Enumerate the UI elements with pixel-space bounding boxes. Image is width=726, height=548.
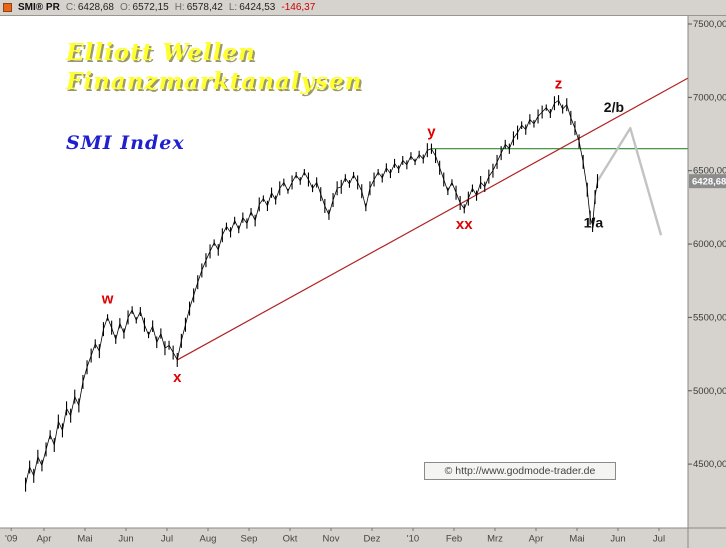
month-tick-label: Dez [364, 534, 381, 545]
price-tick-label: 7500,00 [693, 19, 726, 30]
open-value: 6572,15 [132, 2, 169, 13]
high-field: H: 6578,42 [175, 2, 223, 13]
month-tick-label: Nov [323, 534, 340, 545]
month-tick-label: Jul [653, 534, 665, 545]
high-value: 6578,42 [186, 2, 223, 13]
month-tick-label: '09 [5, 534, 17, 545]
month-tick-label: Mrz [487, 534, 503, 545]
month-tick-label: Mai [569, 534, 584, 545]
close-value: 6428,68 [77, 2, 114, 13]
price-tick-label: 6500,00 [693, 166, 726, 177]
copyright-box: © http://www.godmode-trader.de [424, 462, 616, 480]
month-tick-label: Aug [200, 534, 217, 545]
wave-annotations: w x y xx z 2/b 1/a [101, 75, 624, 386]
wave-label-w: w [101, 290, 114, 307]
instrument-label: SMI Index [66, 132, 185, 154]
month-tick-label: Sep [241, 534, 258, 545]
price-series [24, 95, 599, 492]
close-label: C: [65, 2, 76, 13]
watermark-title: Elliott Wellen Finanzmarktanalysen [66, 38, 362, 96]
month-tick-label: Jun [118, 534, 133, 545]
month-tick-label: Apr [37, 534, 52, 545]
wave-label-y: y [427, 124, 436, 141]
high-label: H: [174, 2, 185, 13]
wave-label-x: x [173, 369, 182, 386]
low-field: L: 6424,53 [229, 2, 276, 13]
month-tick-label: Jun [610, 534, 625, 545]
price-tick-label: 4500,00 [693, 459, 726, 470]
open-field: O: 6572,15 [120, 2, 169, 13]
price-tick-label: 7000,00 [693, 92, 726, 103]
chart-canvas[interactable]: w x y xx z 2/b 1/a 7500,00 7000,00 6500,00 6000,00… [0, 16, 726, 548]
price-tick-label: 5000,00 [693, 386, 726, 397]
change-value: -146,37 [281, 2, 316, 13]
month-tick-label: Jul [161, 534, 173, 545]
month-tick-label: Mai [77, 534, 92, 545]
month-tick-label: Feb [446, 534, 462, 545]
month-tick-label: Apr [529, 534, 544, 545]
month-tick-label: Okt [283, 534, 298, 545]
wave-label-xx: xx [456, 216, 473, 233]
low-label: L: [228, 2, 238, 13]
close-field: C: 6428,68 [66, 2, 114, 13]
last-price-label: 6428,68 [692, 177, 726, 188]
watermark-title-line1: Elliott Wellen [66, 39, 256, 66]
chart-info-bar: SMI® PR C: 6428,68 O: 6572,15 H: 6578,42 L:… [0, 0, 726, 16]
projection-line [596, 126, 663, 236]
wave-label-z: z [555, 75, 563, 92]
chart-window-icon [3, 3, 12, 12]
y-axis-labels[interactable]: 7500,00 7000,00 6500,00 6000,00 5500,00 5000,… [688, 19, 726, 470]
month-tick-label: '10 [407, 534, 419, 545]
price-tick-label: 5500,00 [693, 312, 726, 323]
last-price-box: 6428,68 [689, 174, 726, 189]
wave-label-2-b: 2/b [604, 99, 624, 115]
trendline [176, 77, 688, 361]
open-label: O: [119, 2, 131, 13]
low-value: 6424,53 [239, 2, 276, 13]
price-tick-label: 6000,00 [693, 239, 726, 250]
axis-panels [0, 16, 726, 548]
watermark-title-line2: Finanzmarktanalysen [66, 68, 363, 95]
chart-area: w x y xx z 2/b 1/a 7500,00 7000,00 6500,00 6000,00… [0, 16, 726, 548]
symbol-name: SMI® PR [18, 2, 60, 13]
wave-label-1-a: 1/a [584, 215, 604, 231]
x-axis-labels[interactable]: '09 Apr Mai Jun Jul Aug Sep Okt Nov Dez '10 Feb Mrz A… [5, 528, 665, 545]
